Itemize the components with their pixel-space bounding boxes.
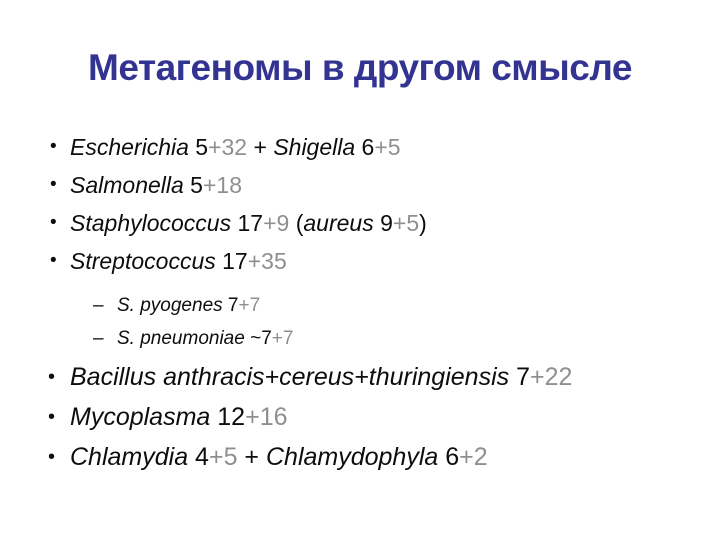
bullet-icon: •: [50, 212, 57, 233]
line-text: S. pyogenes 7+7: [117, 295, 261, 316]
dash-icon: –: [93, 295, 104, 316]
bullet-icon: •: [48, 366, 56, 388]
bullet-list-sub: – S. pyogenes 7+7– S. pneumoniae ~7+7: [0, 289, 720, 355]
list-item: • Bacillus anthracis+cereus+thuringiensis…: [0, 357, 720, 397]
bullet-icon: •: [50, 136, 57, 157]
list-item: – S. pneumoniae ~7+7: [0, 322, 720, 355]
line-text: Escherichia 5+32 + Shigella 6+5: [70, 134, 401, 160]
line-text: Staphylococcus 17+9 (aureus 9+5): [70, 210, 427, 236]
bullet-icon: •: [50, 250, 57, 271]
list-item: • Salmonella 5+18: [0, 166, 720, 204]
line-text: S. pneumoniae ~7+7: [117, 328, 294, 349]
line-text: Salmonella 5+18: [70, 172, 242, 198]
bullet-list-bottom: • Bacillus anthracis+cereus+thuringiensis…: [0, 357, 720, 477]
bullet-list-top: • Escherichia 5+32 + Shigella 6+5 • Salmone…: [0, 128, 720, 280]
list-item: • Staphylococcus 17+9 (aureus 9+5): [0, 204, 720, 242]
list-item: • Streptococcus 17+35: [0, 242, 720, 280]
slide-title: Метагеномы в другом смысле: [88, 47, 632, 88]
line-text: Mycoplasma 12+16: [70, 403, 288, 431]
bullet-icon: •: [48, 406, 56, 428]
list-item: • Chlamydia 4+5 + Chlamydophyla 6+2: [0, 437, 720, 477]
bullet-icon: •: [48, 446, 56, 468]
list-item: • Mycoplasma 12+16: [0, 397, 720, 437]
dash-icon: –: [93, 328, 104, 349]
line-text: Streptococcus 17+35: [70, 248, 287, 274]
bullet-icon: •: [50, 174, 57, 195]
line-text: Chlamydia 4+5 + Chlamydophyla 6+2: [70, 443, 488, 471]
line-text: Bacillus anthracis+cereus+thuringiensis …: [70, 363, 573, 391]
list-item: – S. pyogenes 7+7: [0, 289, 720, 322]
list-item: • Escherichia 5+32 + Shigella 6+5: [0, 128, 720, 166]
